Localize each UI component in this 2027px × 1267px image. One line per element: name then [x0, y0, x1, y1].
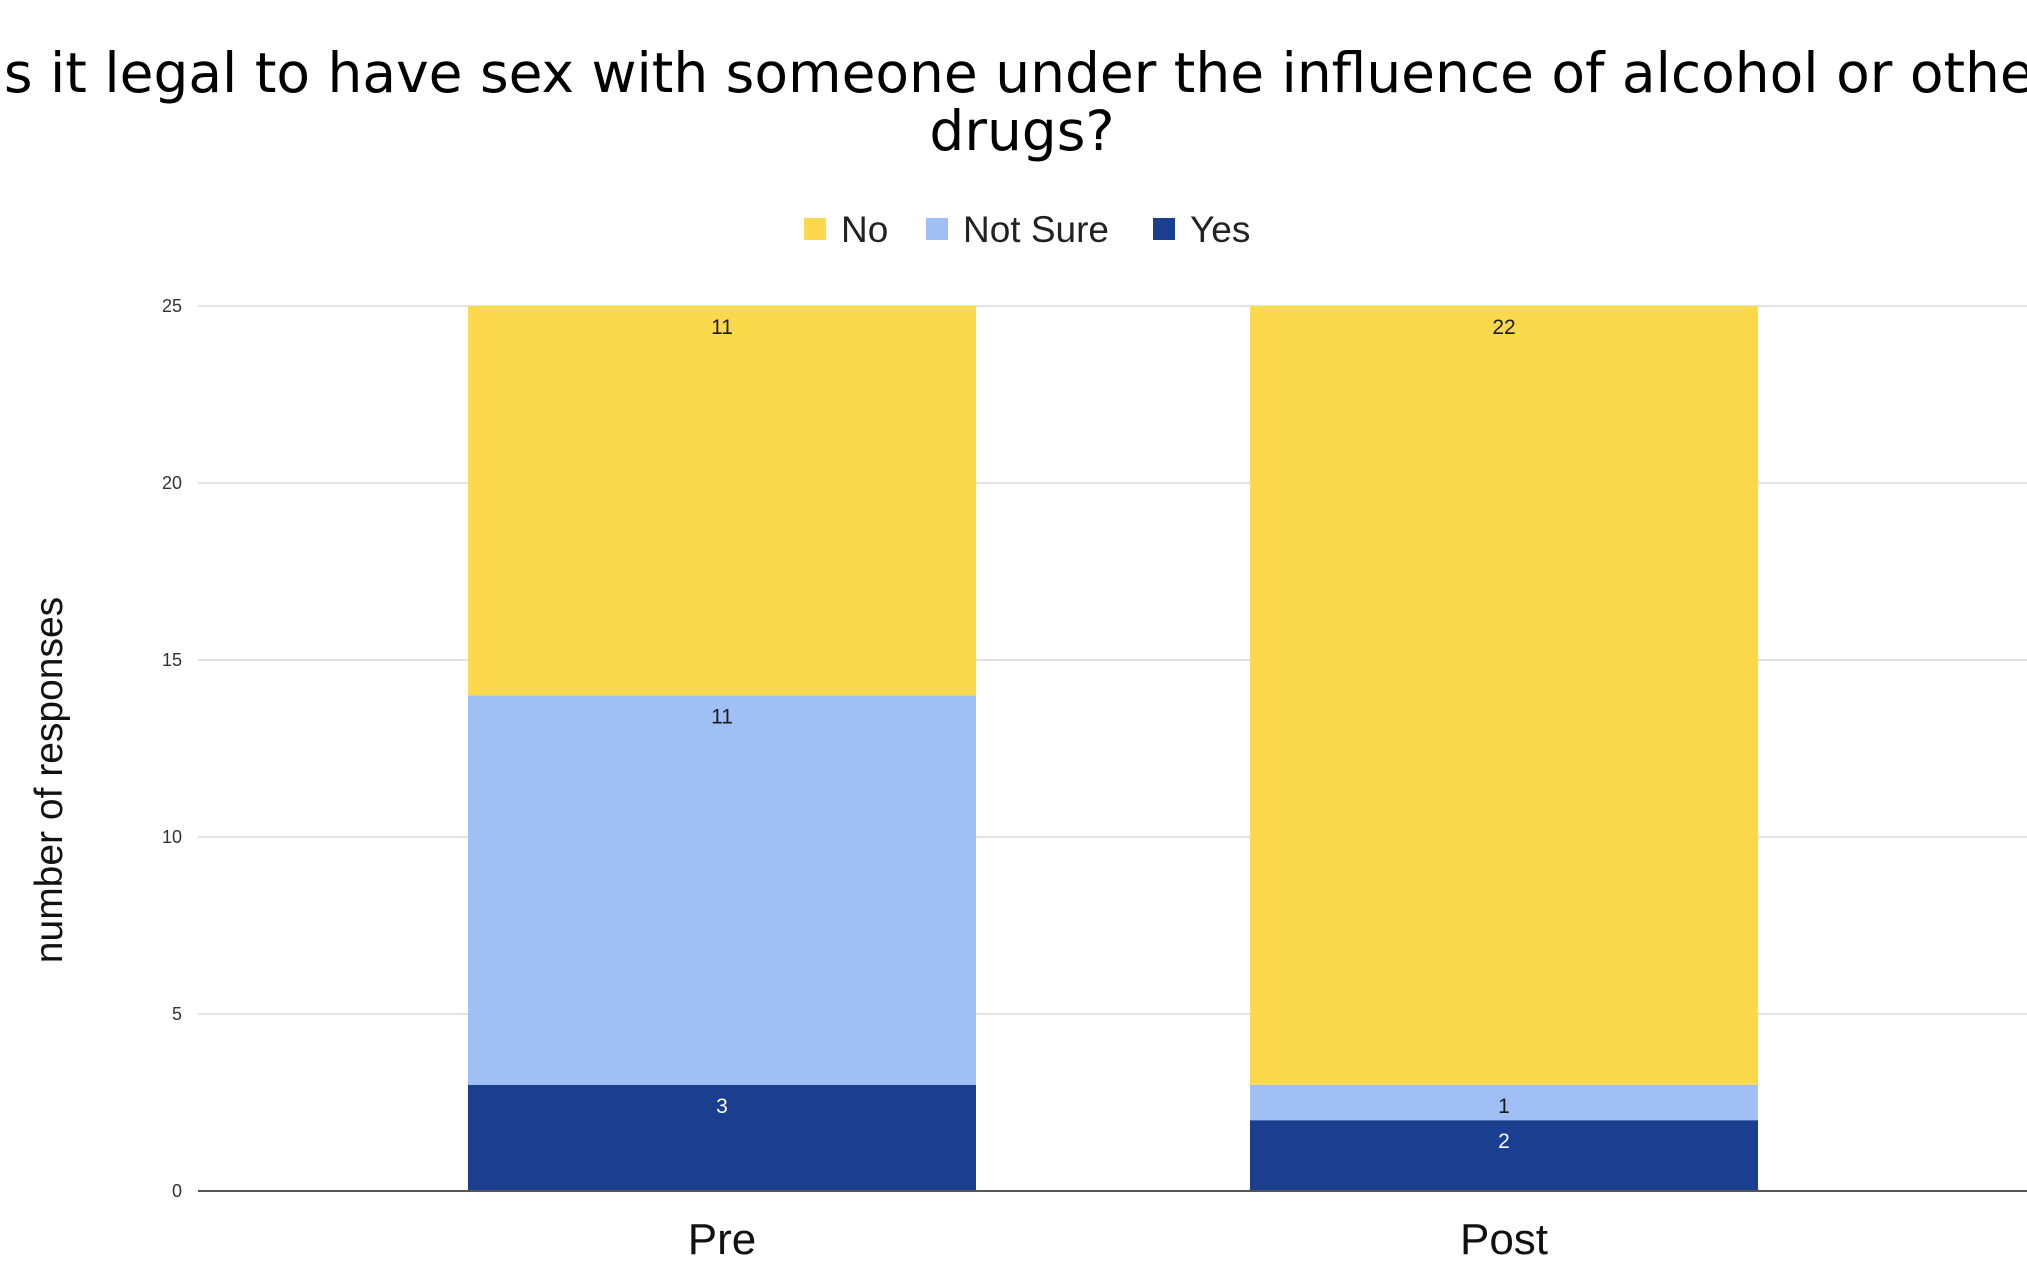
data-label-pre-not-sure: 11	[711, 705, 733, 728]
y-axis-label: number of responses	[28, 597, 71, 963]
bar-post-yes	[1250, 1120, 1758, 1191]
legend: No Not Sure Yes	[804, 209, 1250, 250]
data-label-post-yes: 2	[1498, 1130, 1510, 1153]
legend-label-yes: Yes	[1190, 209, 1250, 250]
x-tick-label-pre: Pre	[688, 1215, 756, 1264]
x-axis-ticks: Pre Post	[688, 1215, 1548, 1264]
legend-label-not-sure: Not Sure	[963, 209, 1109, 250]
bar-post-not-sure	[1250, 1084, 1758, 1121]
chart-title: Is it legal to have sex with someone und…	[0, 41, 2027, 163]
y-tick-label: 20	[162, 473, 182, 493]
legend-item-no: No	[804, 209, 888, 250]
chart-title-line: drugs?	[929, 99, 1114, 163]
chart-title-line: Is it legal to have sex with someone und…	[0, 41, 2027, 105]
data-label-pre-no: 11	[711, 316, 733, 339]
data-label-pre-yes: 3	[716, 1095, 728, 1118]
legend-label-no: No	[841, 209, 888, 250]
y-axis-ticks: 0 5 10 15 20 25	[162, 296, 182, 1201]
bar-pre-not-sure	[468, 695, 976, 1085]
x-tick-label-post: Post	[1460, 1215, 1548, 1264]
bar-pre-no	[468, 306, 976, 696]
y-tick-label: 0	[172, 1181, 182, 1201]
y-tick-label: 10	[162, 827, 182, 847]
data-label-post-no: 22	[1492, 316, 1515, 339]
legend-swatch-no	[804, 218, 826, 240]
bars	[468, 306, 1758, 1191]
bar-pre-yes	[468, 1084, 976, 1191]
legend-item-yes: Yes	[1153, 209, 1250, 250]
data-label-post-not-sure: 1	[1498, 1095, 1510, 1118]
y-tick-label: 25	[162, 296, 182, 316]
legend-swatch-not-sure	[926, 218, 948, 240]
legend-item-not-sure: Not Sure	[926, 209, 1109, 250]
y-tick-label: 5	[172, 1004, 182, 1024]
data-labels: 3 11 11 2 1 22	[711, 316, 1516, 1153]
legend-swatch-yes	[1153, 218, 1175, 240]
y-tick-label: 15	[162, 650, 182, 670]
chart-title-text: Is it legal to have sex with someone und…	[0, 41, 2027, 163]
bar-post-no	[1250, 306, 1758, 1085]
